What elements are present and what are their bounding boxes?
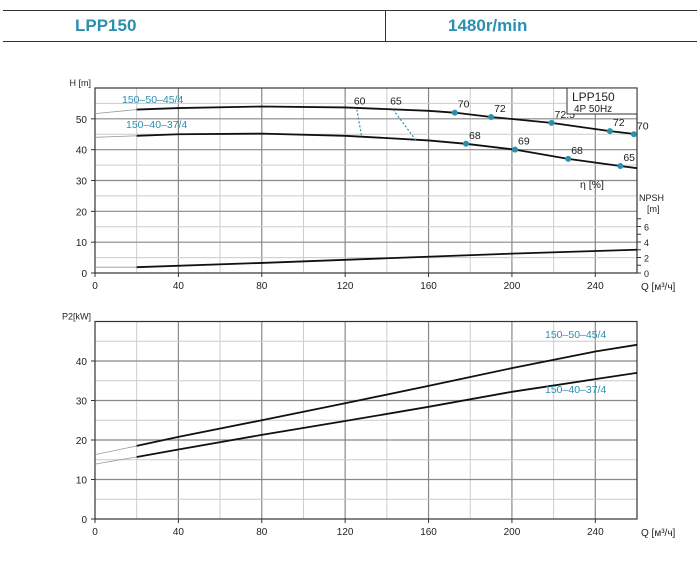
x-tick-label: 120 [337, 527, 354, 538]
x-tick-label: 200 [504, 527, 521, 538]
y-tick-label: 30 [76, 397, 88, 408]
y-tick-label: 0 [81, 515, 87, 526]
series-label: 150–40–37/4 [126, 119, 187, 131]
speed-title: 1480r/min [448, 16, 528, 35]
npsh-tick-label: 4 [644, 238, 649, 248]
npsh-curve [136, 248, 638, 269]
efficiency-label: 68 [469, 130, 481, 142]
efficiency-point [548, 119, 555, 126]
model-box-title: LPP150 [572, 90, 615, 104]
x-tick-label: 160 [420, 281, 437, 292]
iso-efficiency-label: 65 [390, 96, 402, 108]
y-tick-label: 0 [81, 269, 87, 280]
y-tick-label: 20 [76, 207, 88, 218]
x-tick-label: 200 [504, 281, 521, 292]
y-axis-label: P2[kW] [62, 312, 91, 322]
model-box-subtitle: 4P 50Hz [574, 104, 612, 115]
efficiency-point [512, 146, 519, 153]
curve-extension [94, 456, 137, 465]
npsh-axis-unit: [m] [647, 204, 660, 214]
efficiency-point [617, 163, 624, 170]
efficiency-label: 72 [494, 103, 506, 115]
y-tick-label: 30 [76, 177, 88, 188]
y-tick-label: 10 [76, 476, 88, 487]
x-axis-label: Q [м³/ч] [641, 282, 676, 293]
curve-extension [94, 109, 137, 114]
efficiency-label: 72 [613, 117, 625, 129]
iso-efficiency-line [356, 109, 363, 138]
efficiency-point [488, 113, 495, 120]
y-axis-label: H [m] [70, 78, 92, 88]
curve-15050454 [136, 105, 638, 136]
curve-extension [94, 445, 137, 456]
x-tick-label: 40 [173, 527, 185, 538]
efficiency-label: 65 [623, 152, 635, 164]
efficiency-label: 68 [571, 145, 583, 157]
npsh-tick-label: 0 [644, 269, 649, 279]
x-tick-label: 80 [256, 527, 268, 538]
series-label: 150–40–37/4 [545, 384, 606, 396]
x-tick-label: 0 [92, 527, 98, 538]
npsh-axis-label: NPSH [639, 193, 664, 203]
x-tick-label: 40 [173, 281, 185, 292]
x-tick-label: 160 [420, 527, 437, 538]
x-axis-label: Q [м³/ч] [641, 528, 676, 539]
x-tick-label: 0 [92, 281, 98, 292]
x-tick-label: 240 [587, 281, 604, 292]
y-tick-label: 40 [76, 146, 88, 157]
efficiency-point [630, 131, 637, 138]
y-tick-label: 10 [76, 238, 88, 249]
y-tick-label: 20 [76, 436, 88, 447]
efficiency-label: 69 [518, 136, 530, 148]
header-table: LPP150 1480r/min [3, 10, 697, 42]
iso-efficiency-label: 60 [354, 96, 366, 108]
plot-frame [94, 320, 638, 520]
npsh-tick-label: 6 [644, 223, 649, 233]
model-box [566, 87, 638, 115]
model-title: LPP150 [75, 16, 137, 35]
y-tick-label: 50 [76, 115, 88, 126]
x-tick-label: 120 [337, 281, 354, 292]
efficiency-point [606, 128, 613, 135]
efficiency-label: 70 [637, 120, 649, 132]
efficiency-point [463, 140, 470, 147]
efficiency-label: 70 [458, 99, 470, 111]
npsh-tick-label: 2 [644, 254, 649, 264]
curve-15040374 [136, 371, 638, 458]
x-tick-label: 80 [256, 281, 268, 292]
curve-15050454 [136, 343, 638, 447]
efficiency-point [451, 109, 458, 116]
series-label: 150–50–45/4 [545, 329, 606, 341]
efficiency-axis-label: η [%] [580, 179, 604, 191]
x-tick-label: 240 [587, 527, 604, 538]
curve-15040374 [136, 132, 638, 170]
series-label: 150–50–45/4 [122, 94, 183, 106]
curve-extension [94, 135, 137, 138]
y-tick-label: 40 [76, 357, 88, 368]
iso-efficiency-line [392, 109, 417, 141]
efficiency-point [565, 155, 572, 162]
header-divider [385, 11, 386, 41]
